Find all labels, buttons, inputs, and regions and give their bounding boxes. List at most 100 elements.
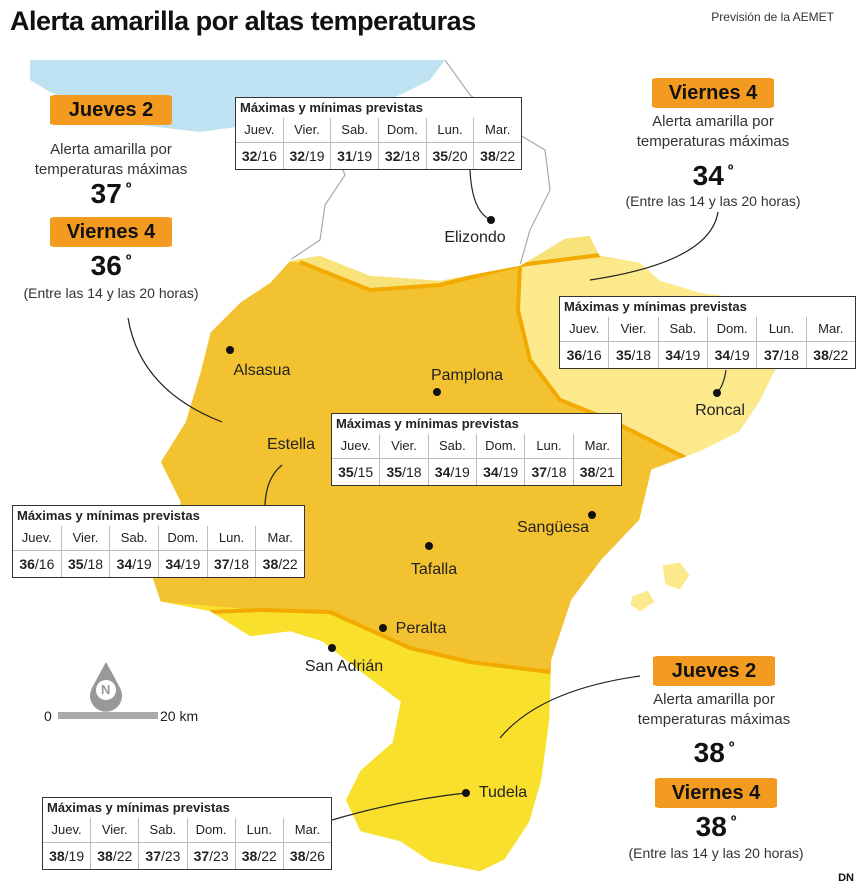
day-cell: Vier. [284,118,332,142]
min-temp: 18 [550,464,567,480]
place-label: Estella [266,436,316,453]
leader-line [589,211,719,281]
value-cell: 32/19 [283,142,332,169]
scale-bar [58,712,158,719]
day-row: Juev. Vier. Sab. Dom. Lun. Mar. [332,434,621,458]
separator: / [132,556,137,572]
day-cell: Mar. [294,822,321,837]
max-temp: 34 [165,556,181,572]
max-temp: 37 [193,848,210,864]
leaders [127,169,727,821]
temp-unit: º [727,161,734,179]
temp-value: 38 [695,811,727,842]
value-cell: 32/16 [236,142,284,169]
north-label: N [101,682,111,697]
day-cell: Vier. [609,317,659,341]
value-cell: 38/21 [573,458,621,485]
day-cell: Dom. [379,118,427,142]
temp-value: 38 [693,737,725,768]
alert-day: Viernes 4 [50,217,172,247]
temp-unit: º [728,738,735,756]
value-cell: 35/18 [61,550,111,577]
alert-text: Alerta amarilla por temperaturas máximas [636,113,790,150]
place-dot [379,624,387,632]
forecast-table: Máximas y mínimas previstas Juev. Vier. Sab… [331,413,622,486]
min-temp: 19 [308,148,325,164]
zone-boundary [209,253,691,674]
max-temp: 34 [434,464,451,480]
separator: / [582,347,587,363]
alert-text: Alerta amarilla por temperaturas máximas [637,691,791,728]
separator: / [352,148,357,164]
place-label: Tafalla [410,561,458,578]
separator: / [305,148,309,164]
separator: / [498,464,503,480]
min-temp: 19 [68,848,85,864]
alert-note: (Entre las 14 y las 20 horas) [628,845,804,861]
separator: / [180,556,185,572]
value-cell: 35/15 [332,458,381,485]
max-temp: 38 [49,848,65,864]
day-cell: Sab. [139,818,188,842]
day-cell: Mar. [584,438,610,453]
alert-day: Jueves 2 [653,656,775,686]
max-temp: 34 [714,347,731,363]
day-cell: Lun. [208,526,257,550]
separator: / [595,464,600,480]
value-cell: 37/18 [525,458,574,485]
leader-line [127,317,223,423]
leader-line [331,792,467,821]
table-title: Máximas y mínimas previstas [564,299,747,314]
alert-day: Viernes 4 [655,778,777,808]
forecast-table: Máximas y mínimas previstas Juev. Vier. Sab… [12,505,305,578]
max-temp: 38 [262,556,279,572]
min-temp: 16 [586,347,602,363]
min-temp: 18 [87,556,104,572]
day-cell: Sab. [331,118,380,142]
max-temp: 36 [19,556,35,572]
max-temp: 38 [579,464,596,480]
separator: / [448,148,452,164]
separator: / [64,848,69,864]
place-label: Tudela [478,784,528,801]
min-temp: 16 [261,148,277,164]
min-temp: 19 [454,464,470,480]
value-cell: 37/18 [207,550,257,577]
place-dot [328,644,336,652]
value-cell: 35/18 [380,458,429,485]
separator: / [305,848,310,864]
day-cell: Dom. [477,434,526,458]
place-dot [487,216,495,224]
value-cell: 34/19 [707,341,758,368]
day-cell: Lun. [236,818,284,842]
min-temp: 19 [734,347,750,363]
place-label: Pamplona [430,367,504,384]
separator: / [112,848,117,864]
separator: / [680,347,685,363]
value-row: 35/15 35/18 34/19 34/19 37/18 38/21 [332,458,621,485]
day-cell: Sab. [429,434,477,458]
day-cell: Lun. [525,434,574,458]
day-cell: Vier. [91,818,140,842]
value-cell: 35/18 [609,341,659,368]
day-cell: Mar. [818,321,844,336]
day-cell: Dom. [188,818,236,842]
separator: / [547,464,551,480]
value-row: 36/16 35/18 34/19 34/19 37/18 38/22 [13,550,305,577]
min-temp: 19 [136,556,152,572]
leader-line [264,464,283,506]
day-cell: Juev. [560,317,610,341]
leader-line [499,675,641,739]
alert-text: Alerta amarilla por temperaturas máximas [34,141,188,178]
min-temp: 23 [213,848,229,864]
value-cell: 38/22 [91,842,140,869]
max-temp: 34 [483,464,499,480]
max-temp: 37 [531,464,548,480]
temp-value: 36 [90,250,122,281]
day-row: Juev. Vier. Sab. Dom. Lun. Mar. [43,818,331,842]
min-temp: 15 [357,464,374,480]
min-temp: 22 [282,556,298,572]
day-cell: Dom. [708,317,758,341]
forecast-table: Máximas y mínimas previstas Juev. Vier. Sab… [42,797,332,870]
